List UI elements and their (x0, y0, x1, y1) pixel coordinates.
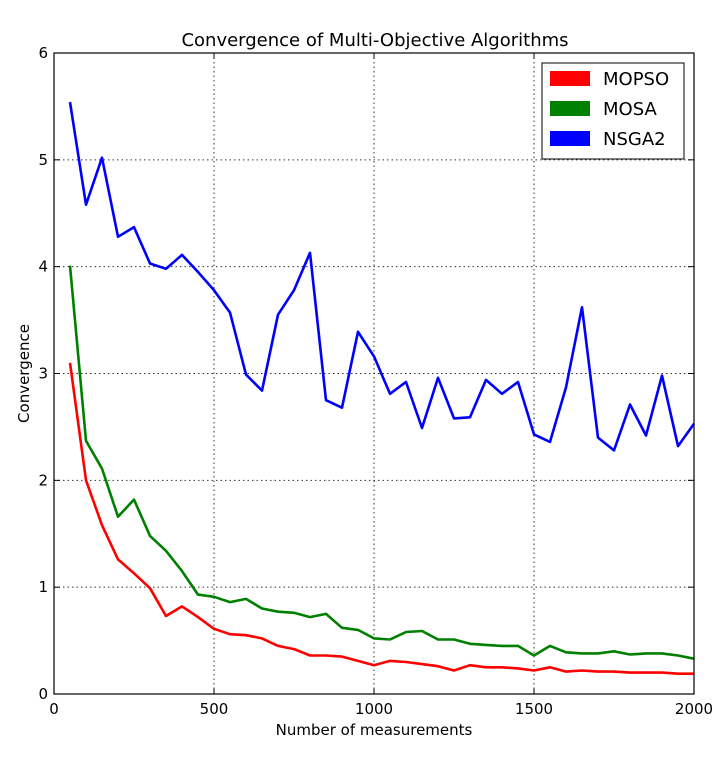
legend-swatch-nsga2 (550, 131, 590, 146)
legend-swatch-mopso (550, 71, 590, 86)
legend-label-mosa: MOSA (603, 99, 657, 120)
x-tick-label: 2000 (675, 700, 713, 718)
x-tick-label: 0 (49, 700, 59, 718)
y-tick-label: 5 (38, 151, 48, 169)
axis-ticks: 0 500 1000 1500 2000 0 1 2 3 4 5 6 (38, 44, 713, 718)
x-tick-label: 1000 (355, 700, 393, 718)
chart-title: Convergence of Multi-Objective Algorithm… (181, 30, 568, 51)
y-axis-label: Convergence (15, 324, 33, 423)
y-tick-label: 0 (38, 685, 48, 703)
series-line-nsga2 (68, 101, 696, 452)
x-axis-label: Number of measurements (276, 721, 473, 739)
y-tick-label: 3 (38, 365, 48, 383)
series-line-mopso (68, 362, 694, 676)
series-line-mosa (68, 265, 695, 660)
legend-label-nsga2: NSGA2 (603, 129, 666, 150)
x-tick-label: 1500 (515, 700, 553, 718)
legend-swatch-mosa (550, 101, 590, 116)
y-tick-label: 1 (38, 578, 48, 596)
x-tick-label: 500 (200, 700, 229, 718)
grid-lines (54, 53, 694, 694)
y-tick-label: 2 (38, 471, 48, 489)
legend: MOPSO MOSA NSGA2 (541, 62, 685, 160)
y-tick-label: 4 (38, 258, 48, 276)
series-lines (68, 101, 696, 676)
legend-label-mopso: MOPSO (603, 69, 669, 90)
y-tick-label: 6 (38, 44, 48, 62)
